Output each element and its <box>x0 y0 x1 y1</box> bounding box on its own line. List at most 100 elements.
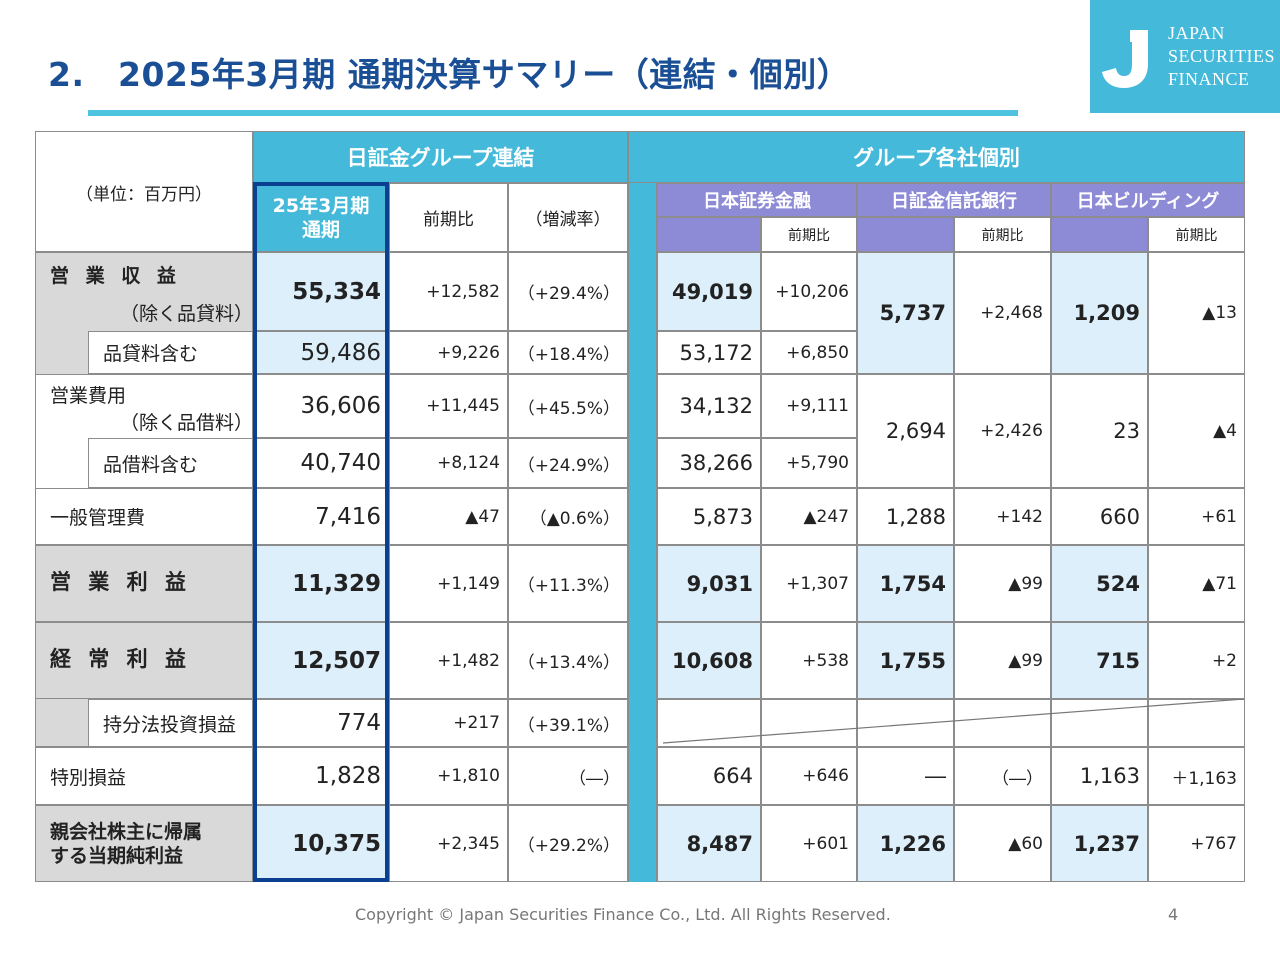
cons-rate-op-expense-incl: （+24.9%） <box>508 438 628 488</box>
cons-yoy-op-revenue-incl: +9,226 <box>389 331 508 374</box>
bldg-net: 1,237 <box>1051 805 1148 882</box>
row-label-net: 親会社株主に帰属 する当期純利益 <box>35 805 253 882</box>
cons-yoy-equity: +217 <box>389 699 508 747</box>
nsfs-yoy-op-expense: +9,111 <box>761 374 857 438</box>
logo-text: JAPAN SECURITIES FINANCE <box>1168 23 1276 89</box>
bldg-ordinary: 715 <box>1051 622 1148 699</box>
bldg-yoy-extra: ＋1,163 <box>1148 747 1245 805</box>
trust-ga: 1,288 <box>857 488 954 545</box>
trust-equity-empty <box>857 699 954 747</box>
header-trust-value <box>857 217 954 252</box>
nsfs-yoy-equity-empty <box>761 699 857 747</box>
nsfs-op-revenue: 49,019 <box>657 252 761 331</box>
cons-equity: 774 <box>253 699 389 747</box>
cons-yoy-op-expense-incl: +8,124 <box>389 438 508 488</box>
trust-extra: ― <box>857 747 954 805</box>
cons-yoy-op-revenue: +12,582 <box>389 252 508 331</box>
row-label-extra: 特別損益 <box>35 747 253 805</box>
nsfs-yoy-op-revenue: +10,206 <box>761 252 857 331</box>
nsfs-equity-empty <box>657 699 761 747</box>
cons-op-revenue: 55,334 <box>253 252 389 331</box>
cons-yoy-ordinary: +1,482 <box>389 622 508 699</box>
row-indent-blank <box>35 438 88 488</box>
bldg-yoy-equity-empty <box>1148 699 1245 747</box>
divider-strip <box>628 183 657 882</box>
header-consolidated: 日証金グループ連結 <box>253 131 628 183</box>
cons-rate-ordinary: （+13.4%） <box>508 622 628 699</box>
bldg-ga: 660 <box>1051 488 1148 545</box>
trust-ordinary: 1,755 <box>857 622 954 699</box>
trust-yoy-ordinary: ▲99 <box>954 622 1051 699</box>
current-fy-highlight <box>253 182 389 882</box>
cons-rate-equity: （+39.1%） <box>508 699 628 747</box>
unit-label: （単位：百万円） <box>35 131 253 252</box>
trust-yoy-ga: +142 <box>954 488 1051 545</box>
trust-yoy-extra: （―） <box>954 747 1051 805</box>
nsfs-yoy-extra: +646 <box>761 747 857 805</box>
row-indent-gray <box>35 331 88 374</box>
header-nsfs-value <box>657 217 761 252</box>
header-yoy: 前期比 <box>389 183 508 252</box>
trust-op-expense: 2,694 <box>857 374 954 488</box>
bldg-op-expense: 23 <box>1051 374 1148 488</box>
row-label-op-revenue: 営 業 収 益 （除く品貸料） <box>35 252 253 331</box>
trust-yoy-net: ▲60 <box>954 805 1051 882</box>
cons-yoy-op-expense: +11,445 <box>389 374 508 438</box>
cons-op-expense-incl: 40,740 <box>253 438 389 488</box>
row-label-ga: 一般管理費 <box>35 488 253 545</box>
bldg-yoy-net: +767 <box>1148 805 1245 882</box>
cons-yoy-net: +2,345 <box>389 805 508 882</box>
bldg-yoy-op-expense: ▲4 <box>1148 374 1245 488</box>
not-applicable-slash <box>662 699 1245 744</box>
row-label-equity: 持分法投資損益 <box>88 699 253 747</box>
copyright: Copyright © Japan Securities Finance Co.… <box>355 905 891 924</box>
page-title: 2. 2025年3月期 通期決算サマリー（連結・個別） <box>48 55 851 94</box>
cons-yoy-ga: ▲47 <box>389 488 508 545</box>
row-indent-gray <box>35 699 88 747</box>
header-nsfs: 日本証券金融 <box>657 183 857 217</box>
cons-net: 10,375 <box>253 805 389 882</box>
nsfs-yoy-op-income: +1,307 <box>761 545 857 622</box>
row-label-op-income: 営 業 利 益 <box>35 545 253 622</box>
cons-rate-ga: （▲0.6%） <box>508 488 628 545</box>
trust-yoy-op-expense: +2,426 <box>954 374 1051 488</box>
trust-yoy-op-revenue: +2,468 <box>954 252 1051 374</box>
cons-op-revenue-incl: 59,486 <box>253 331 389 374</box>
j-logo-icon <box>1102 30 1148 88</box>
nsfs-yoy-op-revenue-incl: +6,850 <box>761 331 857 374</box>
bldg-yoy-ga: +61 <box>1148 488 1245 545</box>
trust-net: 1,226 <box>857 805 954 882</box>
cons-rate-op-expense: （+45.5%） <box>508 374 628 438</box>
nsfs-op-expense-incl: 38,266 <box>657 438 761 488</box>
bldg-extra: 1,163 <box>1051 747 1148 805</box>
company-logo: JAPAN SECURITIES FINANCE <box>1090 0 1280 113</box>
nsfs-op-expense: 34,132 <box>657 374 761 438</box>
trust-yoy-equity-empty <box>954 699 1051 747</box>
header-individual: グループ各社個別 <box>628 131 1245 183</box>
nsfs-yoy-ordinary: +538 <box>761 622 857 699</box>
page-number: 4 <box>1168 905 1179 924</box>
row-label-op-expense: 営業費用 （除く品借料） <box>35 374 253 438</box>
cons-rate-op-revenue-incl: （+18.4%） <box>508 331 628 374</box>
header-trust: 日証金信託銀行 <box>857 183 1051 217</box>
bldg-yoy-ordinary: +2 <box>1148 622 1245 699</box>
bldg-equity-empty <box>1051 699 1148 747</box>
header-trust-yoy: 前期比 <box>954 217 1051 252</box>
cons-op-income: 11,329 <box>253 545 389 622</box>
header-bldg-yoy: 前期比 <box>1148 217 1245 252</box>
cons-rate-op-income: （+11.3%） <box>508 545 628 622</box>
trust-yoy-op-income: ▲99 <box>954 545 1051 622</box>
nsfs-op-income: 9,031 <box>657 545 761 622</box>
nsfs-yoy-ga: ▲247 <box>761 488 857 545</box>
cons-yoy-op-income: +1,149 <box>389 545 508 622</box>
header-building: 日本ビルディング <box>1051 183 1245 217</box>
nsfs-op-revenue-incl: 53,172 <box>657 331 761 374</box>
bldg-yoy-op-income: ▲71 <box>1148 545 1245 622</box>
row-label-op-revenue-incl: 品貸料含む <box>88 331 253 374</box>
nsfs-ordinary: 10,608 <box>657 622 761 699</box>
row-label-op-expense-incl: 品借料含む <box>88 438 253 488</box>
trust-op-income: 1,754 <box>857 545 954 622</box>
cons-rate-op-revenue: （+29.4%） <box>508 252 628 331</box>
row-label-ordinary: 経 常 利 益 <box>35 622 253 699</box>
title-underline <box>88 110 1018 116</box>
